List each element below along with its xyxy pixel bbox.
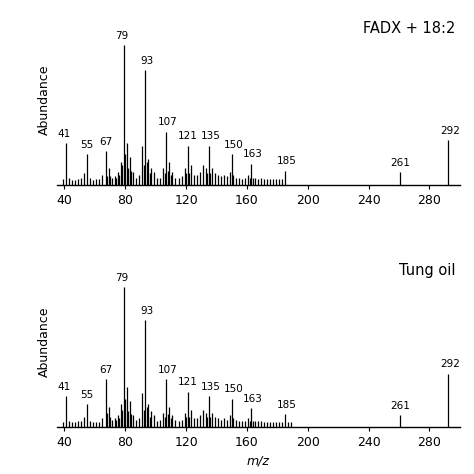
Text: 79: 79 bbox=[115, 31, 128, 41]
Text: 67: 67 bbox=[99, 137, 112, 147]
Text: 292: 292 bbox=[441, 126, 461, 136]
Text: 261: 261 bbox=[391, 158, 410, 168]
Text: FADX + 18:2: FADX + 18:2 bbox=[364, 21, 456, 36]
Text: 93: 93 bbox=[141, 56, 154, 66]
Text: 67: 67 bbox=[99, 365, 112, 375]
Text: 261: 261 bbox=[391, 401, 410, 411]
Text: Tung oil: Tung oil bbox=[399, 263, 456, 278]
Text: 93: 93 bbox=[141, 306, 154, 316]
Text: 135: 135 bbox=[201, 382, 220, 392]
Text: 55: 55 bbox=[81, 390, 94, 400]
Text: 185: 185 bbox=[276, 156, 296, 166]
Text: 185: 185 bbox=[276, 400, 296, 410]
Text: 135: 135 bbox=[201, 131, 220, 141]
Text: 41: 41 bbox=[57, 382, 70, 392]
X-axis label: m/z: m/z bbox=[247, 454, 270, 467]
Text: 150: 150 bbox=[223, 140, 243, 150]
Text: 121: 121 bbox=[178, 377, 198, 387]
Y-axis label: Abundance: Abundance bbox=[38, 306, 51, 377]
Y-axis label: Abundance: Abundance bbox=[38, 64, 51, 135]
Text: 79: 79 bbox=[115, 273, 128, 283]
Text: 107: 107 bbox=[158, 365, 178, 375]
Text: 41: 41 bbox=[57, 128, 70, 138]
Text: 163: 163 bbox=[243, 149, 263, 159]
Text: 107: 107 bbox=[158, 118, 178, 128]
Text: 55: 55 bbox=[81, 140, 94, 150]
Text: 150: 150 bbox=[223, 384, 243, 394]
Text: 292: 292 bbox=[441, 359, 461, 369]
Text: 163: 163 bbox=[243, 394, 263, 404]
Text: 121: 121 bbox=[178, 131, 198, 141]
